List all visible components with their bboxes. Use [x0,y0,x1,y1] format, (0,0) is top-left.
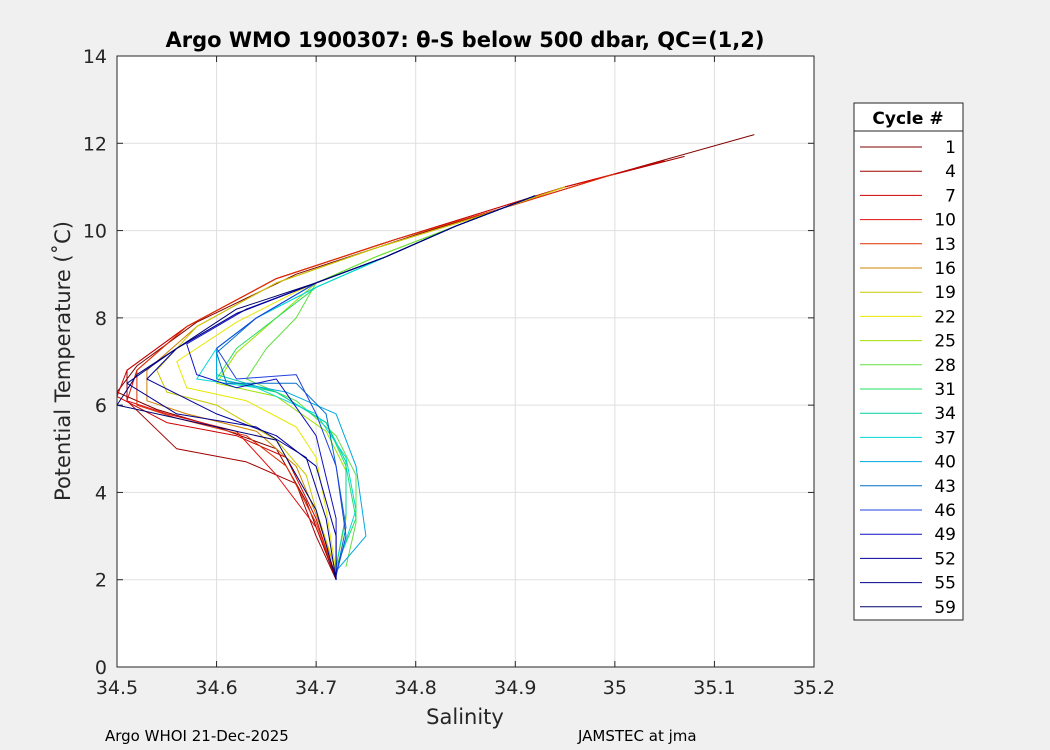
legend-label: 34 [934,404,956,424]
x-tick-label: 34.8 [395,677,437,699]
legend-label: 52 [934,549,956,569]
y-tick-label: 0 [95,657,107,679]
series-lines [116,134,755,580]
legend-label: 7 [945,186,956,206]
y-tick-labels: 0 2 4 6 8 10 12 14 [83,46,107,679]
legend-label: 4 [945,162,956,182]
legend-title: Cycle # [872,109,943,129]
legend-label: 16 [934,259,956,279]
x-axis-label: Salinity [426,705,504,729]
x-tick-label: 35.2 [793,677,835,699]
legend: Cycle # 1 4 7 10 13 16 19 22 25 28 31 34 37 40 43 46 49 5… [853,102,964,621]
x-tick-label: 34.7 [295,677,337,699]
y-tick-label: 12 [83,133,107,155]
legend-label: 10 [934,211,956,231]
legend-label: 22 [934,307,956,327]
y-tick-label: 4 [95,482,107,504]
legend-label: 55 [934,574,956,594]
y-tick-label: 6 [95,395,107,417]
plot-frame [116,55,815,668]
y-tick-label: 10 [83,221,107,243]
series-line-cycle-28 [245,195,536,567]
y-tick-label: 2 [95,570,107,592]
legend-label: 19 [934,283,956,303]
x-tick-label: 35 [603,677,627,699]
footer-left: Argo WHOI 21-Dec-2025 [105,727,289,745]
legend-items: 1 4 7 10 13 16 19 22 25 28 31 34 37 40 43 46 49 52 55 59 [860,138,956,618]
y-axis-label: Potential Temperature (˚C) [51,221,75,501]
series-line-cycle-59 [116,195,536,580]
chart-title: Argo WMO 1900307: θ-S below 500 dbar, QC… [166,28,765,52]
legend-label: 13 [934,235,956,255]
plot-area [117,56,814,667]
legend-label: 28 [934,356,956,376]
x-tick-label: 34.9 [494,677,536,699]
legend-label: 40 [934,453,956,473]
legend-label: 25 [934,332,956,352]
legend-label: 46 [934,501,956,521]
legend-label: 43 [934,477,956,497]
legend-label: 49 [934,525,956,545]
legend-label: 1 [945,138,956,158]
footer-right: JAMSTEC at jma [577,727,697,745]
legend-label: 37 [934,428,956,448]
x-tick-label: 35.1 [693,677,735,699]
y-tick-label: 8 [95,308,107,330]
series-line-cycle-19 [156,186,566,572]
x-tick-label: 34.5 [96,677,138,699]
series-line-cycle-13 [136,173,616,576]
x-tick-labels: 34.5 34.6 34.7 34.8 34.9 35 35.1 35.2 [96,677,835,699]
legend-label: 31 [934,380,956,400]
legend-label: 59 [934,598,956,618]
x-tick-label: 34.6 [195,677,237,699]
y-tick-label: 14 [83,46,107,68]
